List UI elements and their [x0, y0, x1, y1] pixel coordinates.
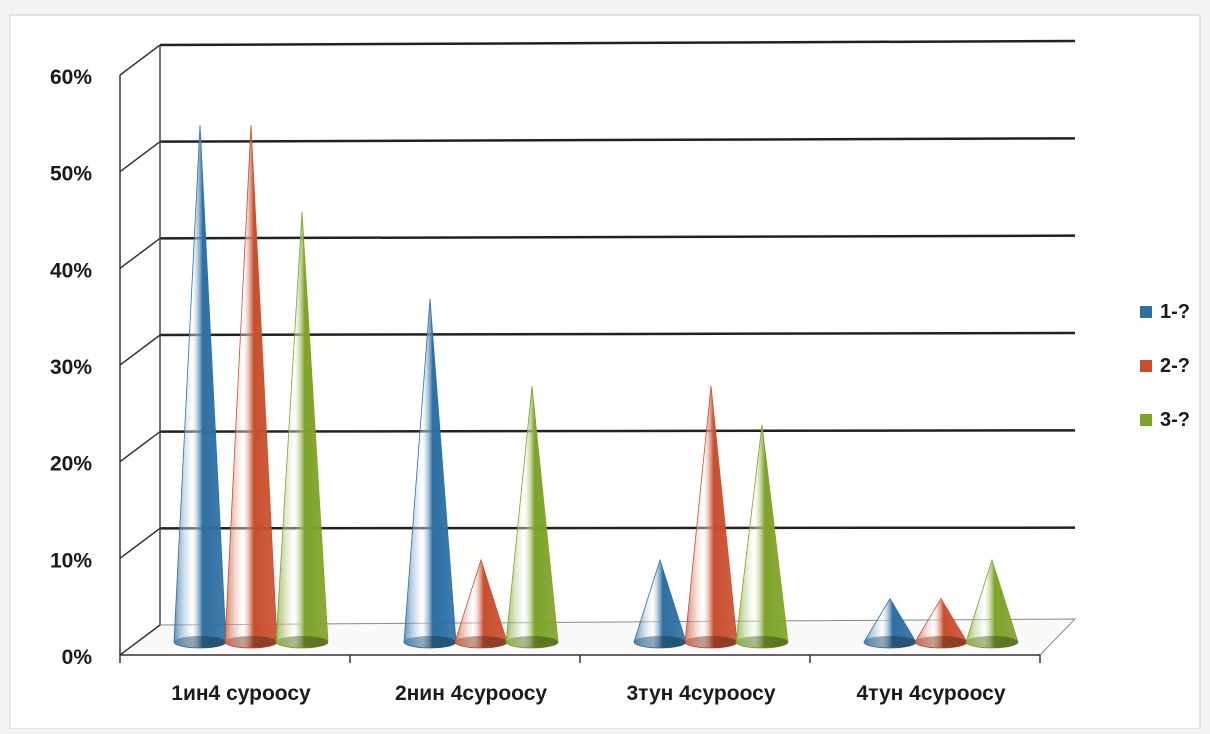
cone [403, 298, 457, 649]
y-tick-label: 50% [50, 163, 92, 186]
legend-swatch [1140, 306, 1152, 318]
x-tick-labels: 1ин4 суроосу 2нин 4суроосу 3тун 4суроосу 4т… [171, 682, 1006, 705]
x-tick-label: 2нин 4суроосу [395, 682, 547, 705]
legend-swatch [1140, 414, 1152, 426]
gridline-diagonal [119, 431, 161, 463]
cone [863, 597, 917, 649]
y-tick-label: 10% [50, 549, 92, 572]
x-tick-label: 3тун 4суроосу [626, 682, 775, 705]
gridline [159, 137, 1076, 143]
legend-label: 3-? [1160, 409, 1190, 431]
y-tick-label: 40% [50, 259, 92, 282]
y-tick-label: 30% [50, 356, 92, 379]
cone [505, 385, 559, 649]
cone [275, 211, 329, 649]
legend-label: 2-? [1160, 355, 1190, 377]
gridline-diagonal [119, 237, 161, 269]
gridline [159, 331, 1076, 337]
y-tick-label: 60% [50, 66, 92, 89]
cone [965, 558, 1019, 649]
y-tick-label: 20% [50, 453, 92, 476]
gridline-diagonal [119, 44, 161, 76]
gridline-diagonal [119, 527, 161, 559]
legend-label: 1-? [1160, 301, 1190, 323]
cone [633, 558, 687, 649]
cone [454, 558, 508, 649]
axes [119, 45, 1041, 663]
x-tick-label: 4тун 4суроосу [856, 682, 1005, 705]
y-tick-labels: 0% 10% 20% 30% 40% 50% 60% [50, 66, 92, 669]
legend-swatch [1140, 360, 1152, 372]
gridline-diagonal [119, 624, 161, 656]
gridline-diagonal [119, 334, 161, 366]
gridline [159, 39, 1076, 47]
cone [735, 424, 789, 649]
y-tick-label: 0% [62, 646, 93, 669]
cones [173, 124, 1019, 649]
x-tick-label: 1ин4 суроосу [171, 682, 311, 705]
legend: 1-? 2-? 3-? [1140, 301, 1190, 431]
gridline [159, 234, 1076, 240]
gridline-diagonal [119, 141, 161, 173]
